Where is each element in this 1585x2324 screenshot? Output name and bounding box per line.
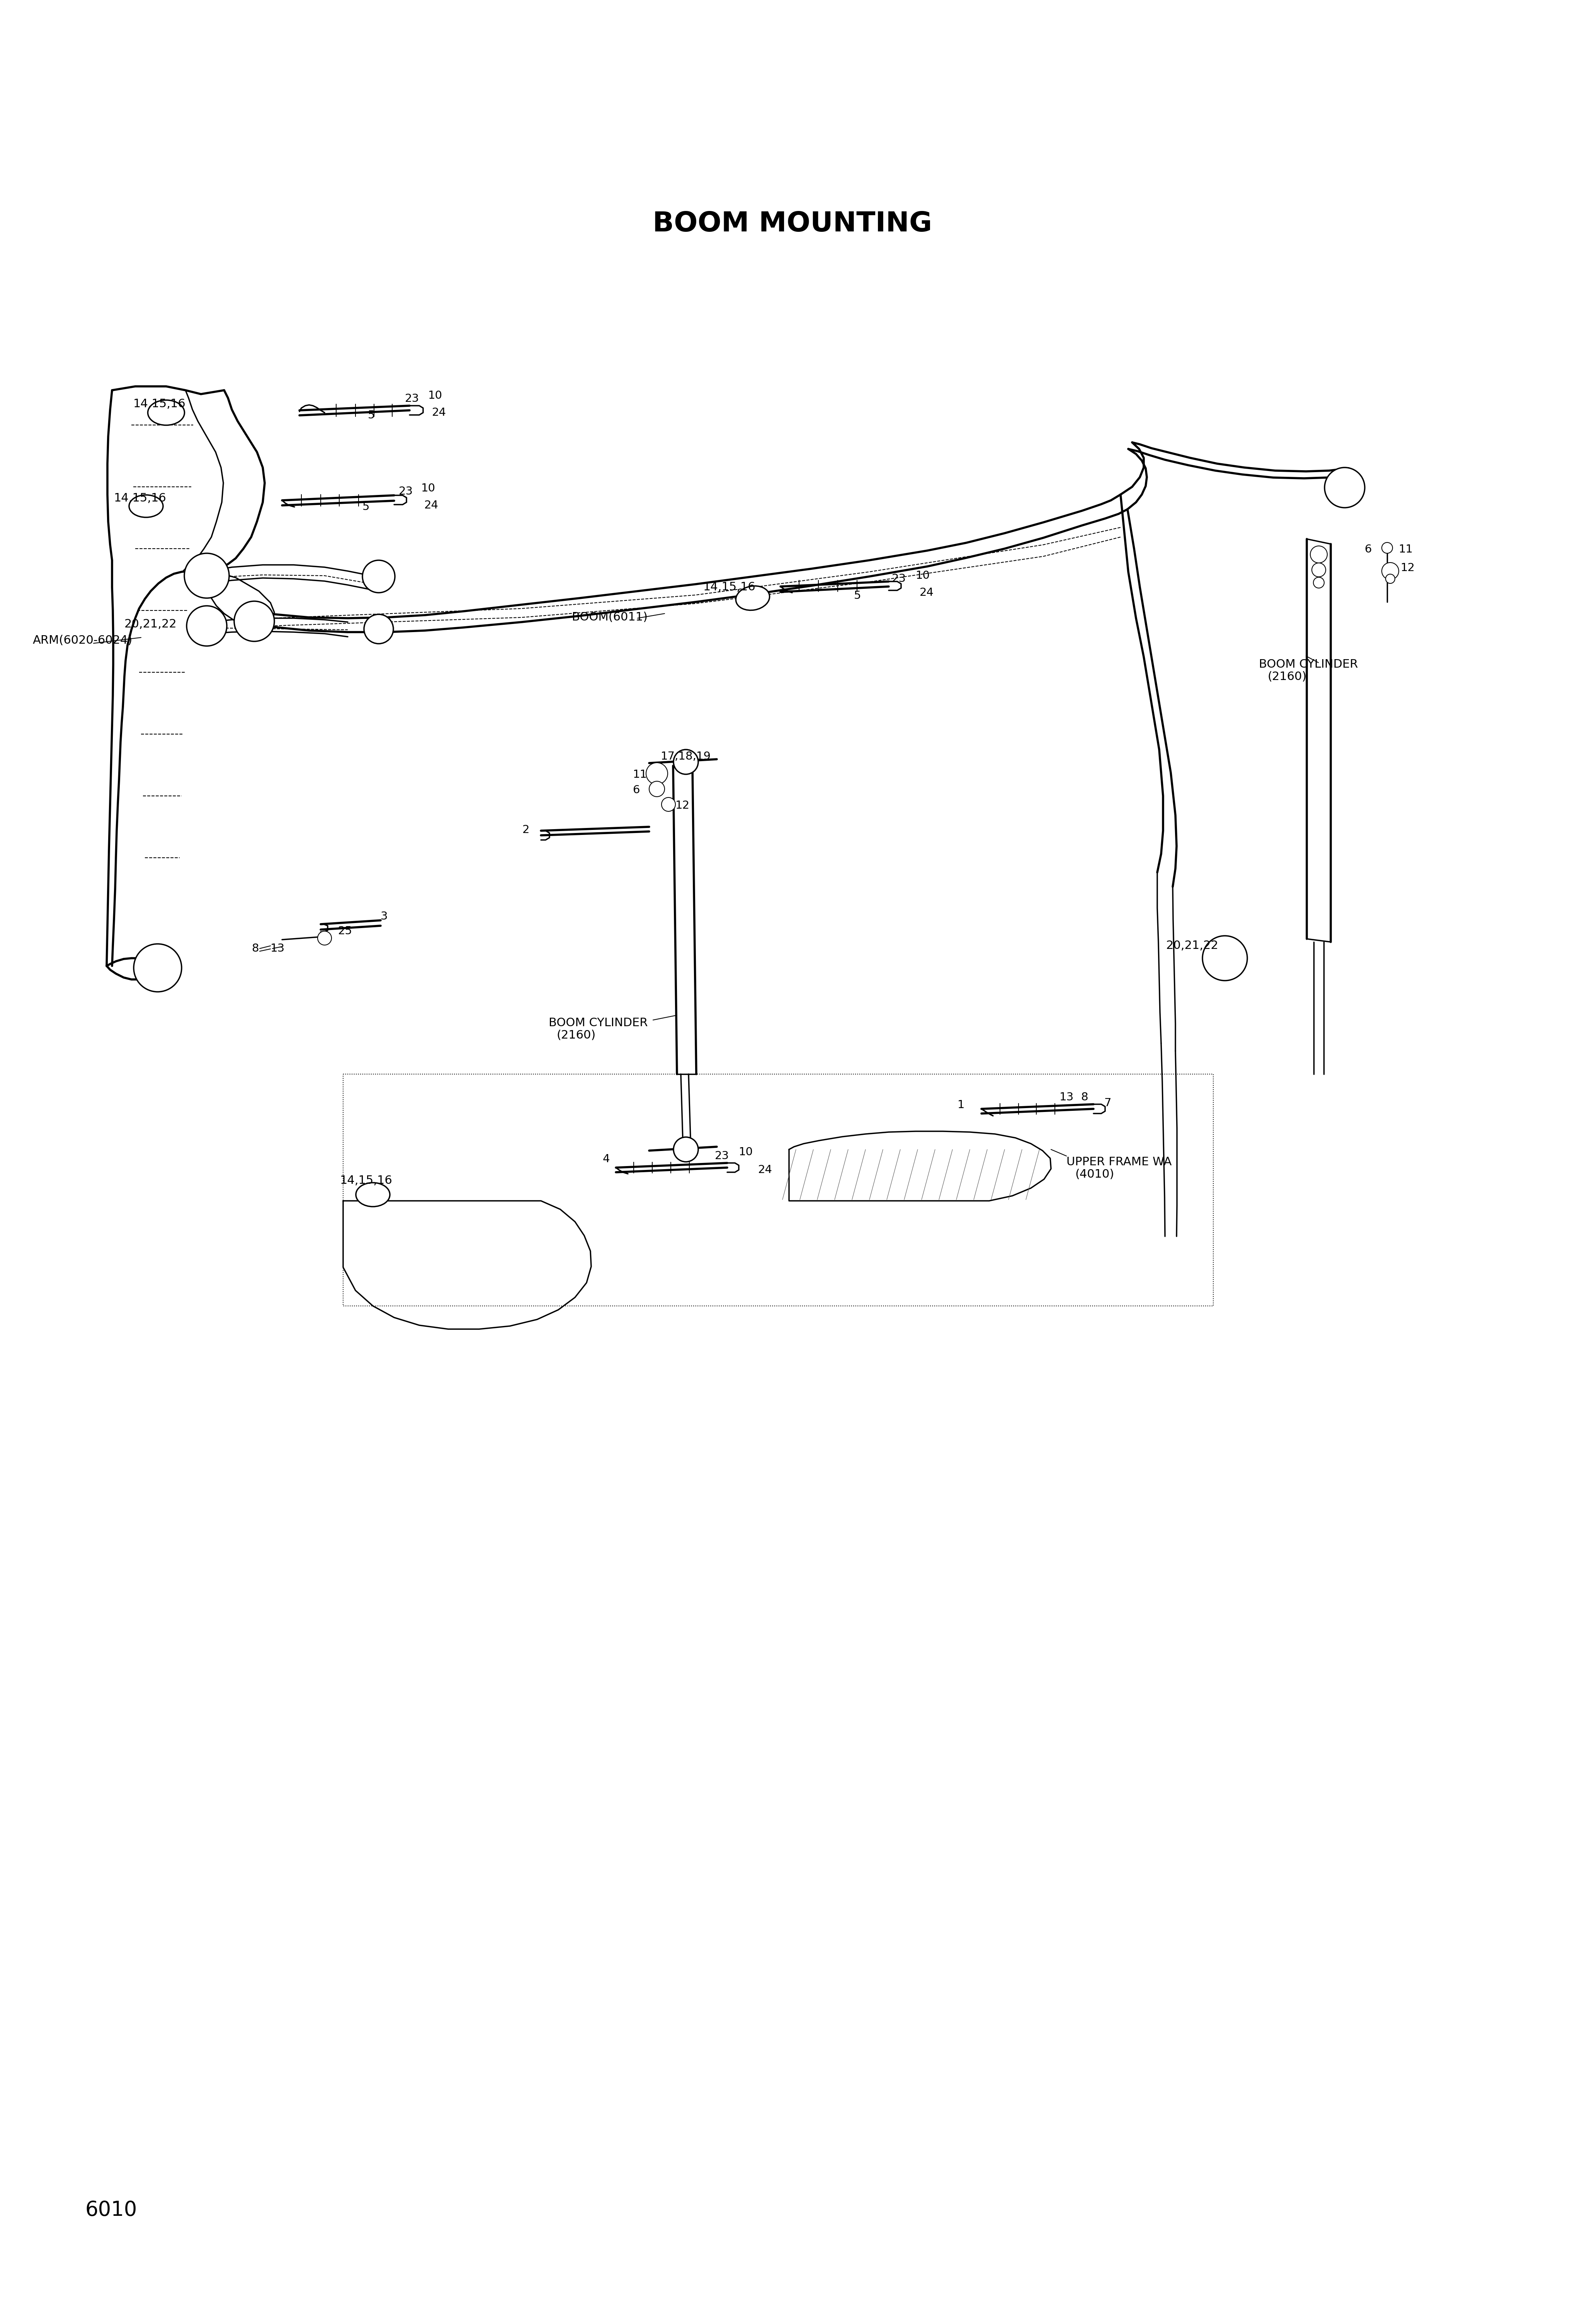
Text: 23: 23	[399, 486, 414, 497]
Text: 14,15,16: 14,15,16	[114, 493, 166, 504]
Text: 14,15,16: 14,15,16	[133, 397, 185, 409]
Ellipse shape	[735, 586, 770, 611]
Text: 23: 23	[404, 393, 420, 404]
Text: 20,21,22: 20,21,22	[1167, 941, 1219, 951]
Text: 10: 10	[739, 1146, 753, 1157]
Circle shape	[650, 781, 664, 797]
Text: 13: 13	[271, 944, 285, 953]
Text: (2160): (2160)	[556, 1030, 596, 1041]
Text: 8: 8	[1081, 1092, 1089, 1102]
Text: 7: 7	[1105, 1097, 1111, 1109]
Circle shape	[133, 944, 182, 992]
Text: 6: 6	[632, 786, 640, 795]
Circle shape	[674, 751, 699, 774]
Text: BOOM CYLINDER: BOOM CYLINDER	[548, 1018, 648, 1030]
Circle shape	[365, 614, 393, 644]
Text: (4010): (4010)	[1075, 1169, 1114, 1181]
Text: 4: 4	[602, 1153, 610, 1164]
Circle shape	[1311, 546, 1327, 562]
Text: BOOM MOUNTING: BOOM MOUNTING	[653, 211, 932, 237]
Text: 10: 10	[422, 483, 436, 493]
Text: 11: 11	[1398, 544, 1414, 555]
Circle shape	[661, 797, 675, 811]
Circle shape	[235, 602, 274, 641]
Text: 2: 2	[523, 825, 529, 834]
Text: 6010: 6010	[86, 2201, 136, 2219]
Text: 17,18,19: 17,18,19	[661, 751, 712, 762]
Circle shape	[184, 553, 230, 597]
Circle shape	[674, 1136, 699, 1162]
Text: 10: 10	[428, 390, 442, 402]
Text: 3: 3	[380, 911, 388, 923]
Circle shape	[1325, 467, 1365, 507]
Circle shape	[647, 762, 667, 783]
Circle shape	[317, 932, 331, 946]
Text: 24: 24	[433, 407, 447, 418]
Text: 6: 6	[1365, 544, 1373, 555]
Ellipse shape	[357, 1183, 390, 1206]
Text: 12: 12	[1401, 562, 1415, 574]
Ellipse shape	[147, 400, 184, 425]
Text: 11: 11	[632, 769, 647, 781]
Circle shape	[1385, 574, 1395, 583]
Text: 23: 23	[892, 574, 907, 583]
Circle shape	[1314, 576, 1323, 588]
Text: 5: 5	[368, 409, 376, 421]
Text: 1: 1	[957, 1099, 965, 1111]
Circle shape	[187, 607, 227, 646]
Text: BOOM CYLINDER: BOOM CYLINDER	[1258, 660, 1358, 669]
Text: 10: 10	[916, 569, 930, 581]
Text: 24: 24	[919, 588, 934, 597]
Circle shape	[1382, 562, 1398, 579]
Text: 5: 5	[363, 502, 369, 511]
Text: 24: 24	[425, 500, 439, 511]
Text: 20,21,22: 20,21,22	[124, 618, 178, 630]
Text: 13: 13	[1059, 1092, 1075, 1102]
Text: UPPER FRAME WA: UPPER FRAME WA	[1067, 1157, 1171, 1167]
Circle shape	[363, 560, 395, 593]
Text: 23: 23	[715, 1150, 729, 1162]
Circle shape	[1203, 937, 1247, 981]
Text: 24: 24	[758, 1164, 772, 1176]
Ellipse shape	[128, 495, 163, 518]
Circle shape	[1312, 562, 1325, 576]
Text: 12: 12	[675, 799, 689, 811]
Text: BOOM(6011): BOOM(6011)	[572, 611, 648, 623]
Text: 14,15,16: 14,15,16	[341, 1174, 393, 1185]
Text: 8: 8	[252, 944, 258, 953]
Text: 14,15,16: 14,15,16	[704, 581, 756, 593]
Text: ARM(6020-6024): ARM(6020-6024)	[33, 634, 133, 646]
Text: (2160): (2160)	[1268, 672, 1306, 683]
Circle shape	[1382, 541, 1393, 553]
Text: 5: 5	[854, 590, 861, 602]
Text: 25: 25	[338, 925, 352, 937]
